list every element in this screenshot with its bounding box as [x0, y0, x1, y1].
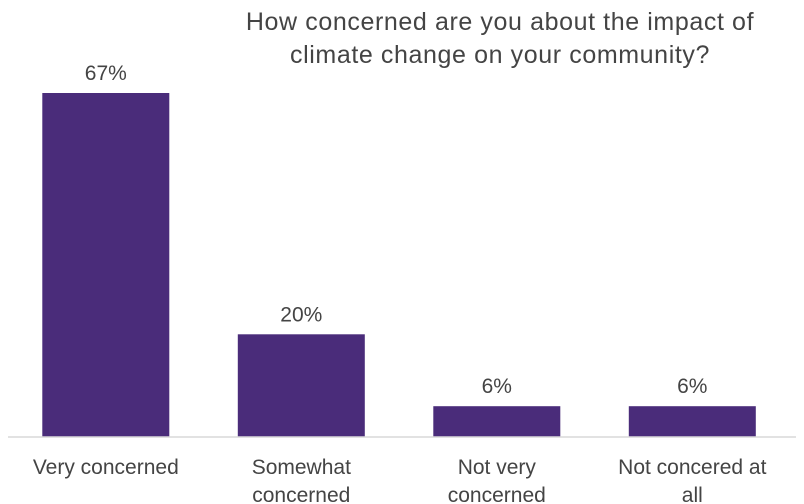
category-label-4-line-1: Not concered at	[618, 456, 766, 479]
value-label-4: 6%	[677, 375, 707, 398]
category-label-2-line-2: concerned	[252, 484, 350, 504]
bar-2	[237, 334, 365, 437]
value-label-1: 67%	[85, 62, 127, 85]
value-label-2: 20%	[280, 303, 322, 326]
value-labels: 67% 20% 6% 6%	[85, 62, 708, 398]
bar-3	[433, 406, 561, 437]
chart-title-line-2: climate change on your community?	[290, 41, 710, 69]
chart-title-line-1: How concerned are you about the impact o…	[246, 8, 754, 36]
bars	[42, 93, 756, 437]
category-label-4-line-2: all	[682, 484, 703, 504]
category-labels: Very concerned Somewhat concerned Not very c…	[33, 456, 767, 504]
category-label-2-line-1: Somewhat	[252, 456, 351, 479]
bar-1	[42, 93, 170, 437]
category-label-3-line-2: concerned	[448, 484, 546, 504]
chart-title: How concerned are you about the impact o…	[246, 8, 754, 69]
value-label-3: 6%	[482, 375, 512, 398]
category-label-3-line-1: Not very	[458, 456, 537, 479]
category-label-1-line-1: Very concerned	[33, 456, 179, 479]
bar-4	[628, 406, 756, 437]
